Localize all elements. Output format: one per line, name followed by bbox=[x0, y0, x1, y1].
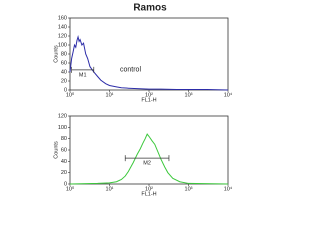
y-axis-label: Counts bbox=[53, 141, 59, 159]
y-tick-label: 120 bbox=[58, 113, 67, 119]
chart-title: Ramos bbox=[133, 3, 167, 14]
x-tick-label: 10³ bbox=[185, 186, 193, 192]
x-tick-label: 10⁴ bbox=[224, 185, 233, 192]
x-tick-label: 10⁰ bbox=[66, 185, 75, 192]
x-axis-label: FL1-H bbox=[141, 191, 156, 197]
y-tick-label: 60 bbox=[61, 60, 67, 66]
x-tick-label: 10¹ bbox=[106, 92, 114, 98]
x-tick-label: 10² bbox=[145, 92, 153, 98]
x-tick-label: 10⁴ bbox=[224, 91, 233, 98]
y-tick-label: 20 bbox=[61, 78, 67, 84]
y-tick-label: 120 bbox=[58, 33, 67, 39]
x-tick-label: 10¹ bbox=[106, 186, 114, 192]
chart: Ramos 0 20 40 60 80 100 120 140 160 10⁰ 10¹ 10² 10³ 1… bbox=[0, 0, 300, 200]
y-tick-label: 140 bbox=[58, 24, 67, 30]
y-tick-label: 80 bbox=[61, 136, 67, 142]
background bbox=[0, 0, 300, 200]
gate-label: M1 bbox=[79, 72, 87, 78]
y-tick-label: 160 bbox=[58, 15, 67, 21]
y-tick-label: 20 bbox=[61, 170, 67, 176]
histogram-line bbox=[69, 133, 229, 185]
y-tick-label: 60 bbox=[61, 147, 67, 153]
annotation: control bbox=[120, 67, 141, 74]
y-axis-label: Counts bbox=[53, 45, 59, 63]
y-tick-label: 0 bbox=[64, 87, 67, 93]
y-tick-label: 100 bbox=[58, 125, 67, 131]
y-tick-label: 40 bbox=[61, 159, 67, 165]
y-tick-label: 100 bbox=[58, 42, 67, 48]
x-tick-label: 10² bbox=[145, 186, 153, 192]
x-tick-label: 10⁰ bbox=[66, 91, 75, 98]
gate-label: M2 bbox=[143, 161, 151, 167]
x-axis-label: FL1-H bbox=[141, 97, 156, 103]
y-tick-label: 40 bbox=[61, 69, 67, 75]
y-tick-label: 80 bbox=[61, 51, 67, 57]
y-tick-label: 0 bbox=[64, 181, 67, 187]
x-tick-label: 10³ bbox=[185, 92, 193, 98]
